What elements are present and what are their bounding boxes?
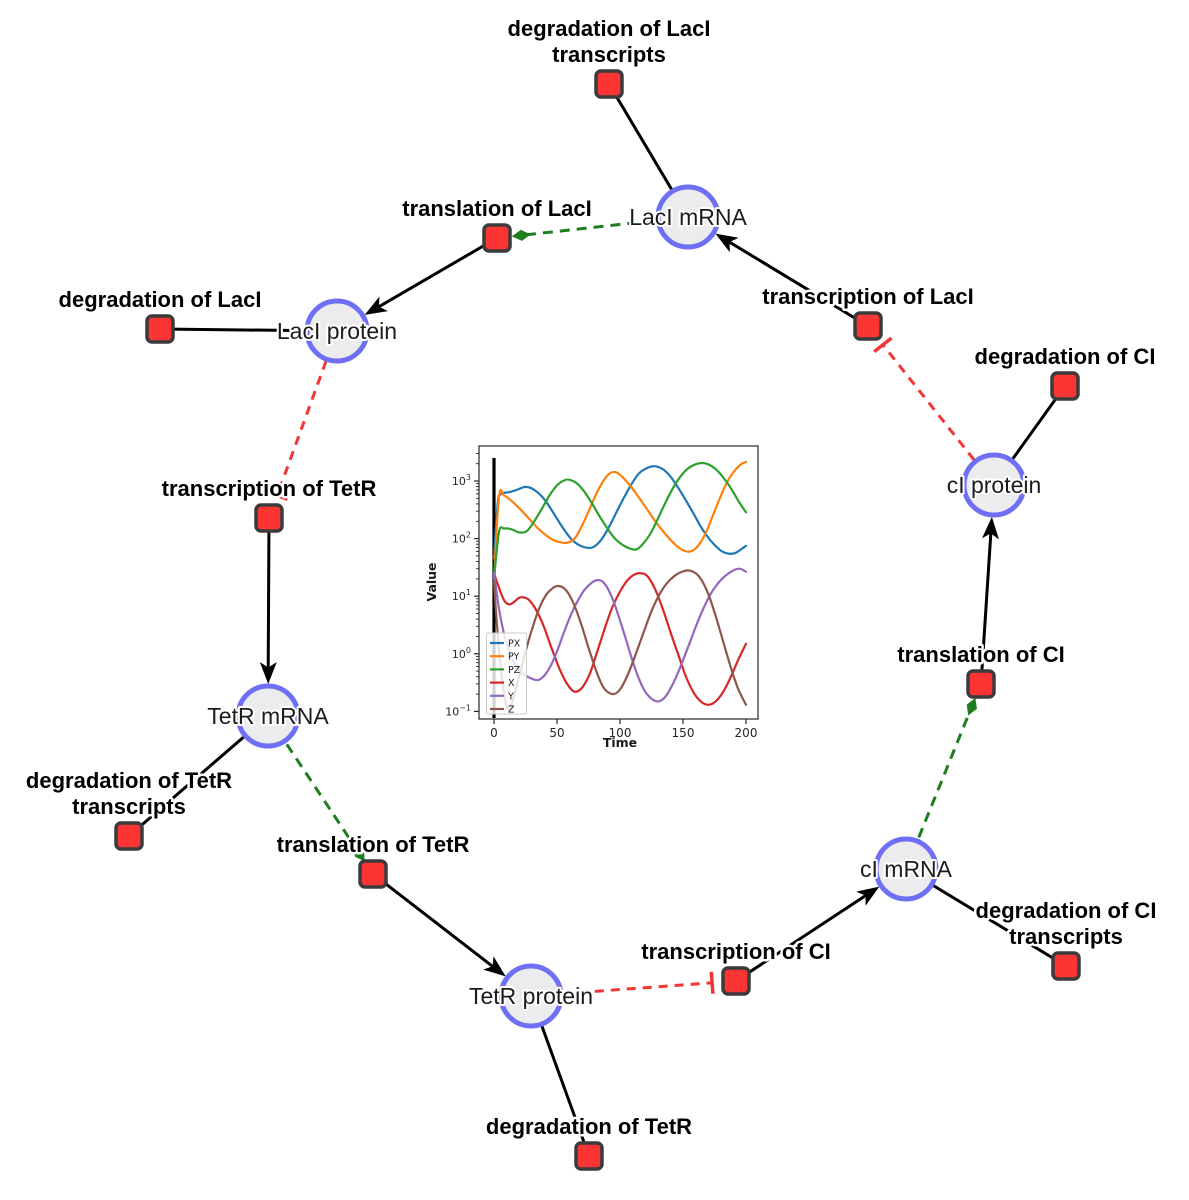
species-node-laci-protein[interactable]: [304, 298, 370, 364]
series-line-px: [492, 465, 748, 560]
reaction-node-transcription-tetr[interactable]: [254, 503, 284, 533]
x-tick-label: 200: [735, 726, 758, 740]
reaction-label-deg-laci: degradation of LacI: [59, 287, 262, 312]
species-node-ci-mrna[interactable]: [873, 836, 939, 902]
timeseries-inset-chart: 0 50 100 150 20010310210110010−1TimeValuePXP…: [424, 445, 759, 750]
edge-transcription-laci-laci-mrna: [715, 233, 869, 328]
species-label-tetr-mrna: TetR mRNA: [207, 703, 329, 729]
legend-entry-px: PX: [508, 639, 521, 650]
series-line-x: [492, 572, 748, 706]
reaction-node-deg-laci-transcripts[interactable]: [594, 69, 624, 99]
x-tick-label: 100: [609, 726, 632, 740]
reaction-node-deg-laci[interactable]: [145, 314, 175, 344]
reaction-node-transcription-laci[interactable]: [853, 311, 883, 341]
reaction-label-deg-tetr-transcripts: degradation of TetR: [26, 768, 232, 793]
x-tick-label: 50: [549, 726, 564, 740]
reaction-label-deg-laci-transcripts: transcripts: [552, 42, 666, 67]
reaction-label-translation-ci: translation of CI: [897, 642, 1064, 667]
legend-entry-py: PY: [508, 652, 520, 663]
legend-entry-z: Z: [508, 705, 515, 716]
arrowhead-icon: [259, 661, 277, 684]
reaction-label-deg-ci-transcripts: transcripts: [1009, 924, 1123, 949]
series-line-pz: [492, 461, 748, 580]
reaction-label-deg-laci-transcripts: degradation of LacI: [508, 16, 711, 41]
reaction-node-translation-laci[interactable]: [482, 223, 512, 253]
species-label-laci-mrna: LacI mRNA: [629, 204, 747, 230]
species-label-ci-mrna: cI mRNA: [860, 856, 953, 882]
edge-transcription-ci-ci-mrna: [735, 886, 880, 983]
species-label-ci-protein: cI protein: [947, 472, 1042, 498]
node-layer: [114, 69, 1081, 1171]
edge-translation-laci-laci-protein: [364, 236, 498, 315]
reaction-label-transcription-laci: transcription of LacI: [762, 284, 973, 309]
arrowhead-icon: [715, 233, 739, 253]
species-node-laci-mrna[interactable]: [655, 184, 721, 250]
edge-ci-mrna-translation-ci: [904, 697, 977, 870]
reaction-node-translation-tetr[interactable]: [358, 859, 388, 889]
reaction-label-deg-ci-transcripts: degradation of CI: [976, 898, 1157, 923]
reaction-label-transcription-tetr: transcription of TetR: [162, 476, 377, 501]
edge-layer: [128, 83, 1067, 1157]
x-tick-label: 0: [490, 726, 498, 740]
inhibition-tbar-icon: [709, 971, 715, 994]
y-axis-label: Value: [424, 562, 439, 601]
reaction-label-deg-tetr-transcripts: transcripts: [72, 794, 186, 819]
x-axis-label: Time: [603, 735, 637, 750]
label-layer: degradation of LacItranscriptstranslatio…: [23, 14, 1159, 1142]
species-node-tetr-mrna[interactable]: [235, 683, 301, 749]
inhibition-tbar-icon: [266, 490, 289, 501]
edge-ci-protein-transcription-laci: [873, 336, 996, 486]
arrowhead-icon: [981, 516, 999, 540]
series-line-py: [492, 460, 748, 580]
reaction-label-translation-laci: translation of LacI: [402, 196, 591, 221]
reaction-node-deg-tetr[interactable]: [574, 1141, 604, 1171]
legend-entry-pz: PZ: [508, 665, 521, 676]
x-tick-label: 150: [672, 726, 695, 740]
species-node-tetr-protein[interactable]: [498, 963, 564, 1029]
reaction-label-deg-ci: degradation of CI: [975, 344, 1156, 369]
species-label-laci-protein: LacI protein: [277, 318, 397, 344]
edge-transcription-tetr-tetr-mrna: [259, 517, 277, 684]
y-tick-label: 103: [452, 473, 471, 488]
modifier-arrowhead-icon: [354, 845, 365, 862]
modifier-arrowhead-icon: [511, 229, 531, 241]
y-tick-label: 100: [452, 646, 471, 661]
species-label-tetr-protein: TetR protein: [469, 983, 593, 1009]
edge-translation-ci-ci-protein: [979, 516, 999, 685]
modifier-arrowhead-icon: [966, 697, 977, 716]
reaction-node-transcription-ci[interactable]: [721, 966, 751, 996]
arrowhead-icon: [856, 886, 880, 906]
reaction-label-translation-tetr: translation of TetR: [277, 832, 470, 857]
legend-entry-y: Y: [507, 691, 514, 702]
edge-laci-protein-transcription-tetr: [266, 330, 339, 501]
plot-spines: [478, 445, 759, 720]
y-tick-label: 10−1: [445, 703, 471, 718]
legend-entry-x: X: [508, 678, 515, 689]
chart-legend: PX PY PZ XYZ: [486, 632, 527, 716]
reaction-label-deg-tetr: degradation of TetR: [486, 1114, 692, 1139]
reaction-node-deg-ci-transcripts[interactable]: [1051, 951, 1081, 981]
reaction-node-deg-tetr-transcripts[interactable]: [114, 821, 144, 851]
y-tick-label: 102: [452, 531, 471, 546]
inhibition-tbar-icon: [873, 336, 893, 353]
arrowhead-icon: [483, 956, 506, 977]
species-node-ci-protein[interactable]: [961, 452, 1027, 518]
reaction-label-transcription-ci: transcription of CI: [641, 939, 830, 964]
reaction-node-deg-ci[interactable]: [1050, 371, 1080, 401]
arrowhead-icon: [364, 296, 388, 315]
edge-laci-mrna-translation-laci: [511, 215, 689, 241]
y-tick-label: 101: [452, 588, 471, 603]
series-line-y: [492, 567, 748, 703]
reaction-node-translation-ci[interactable]: [966, 669, 996, 699]
edge-tetr-protein-transcription-ci: [530, 971, 715, 998]
edge-translation-tetr-tetr-protein: [372, 872, 506, 977]
